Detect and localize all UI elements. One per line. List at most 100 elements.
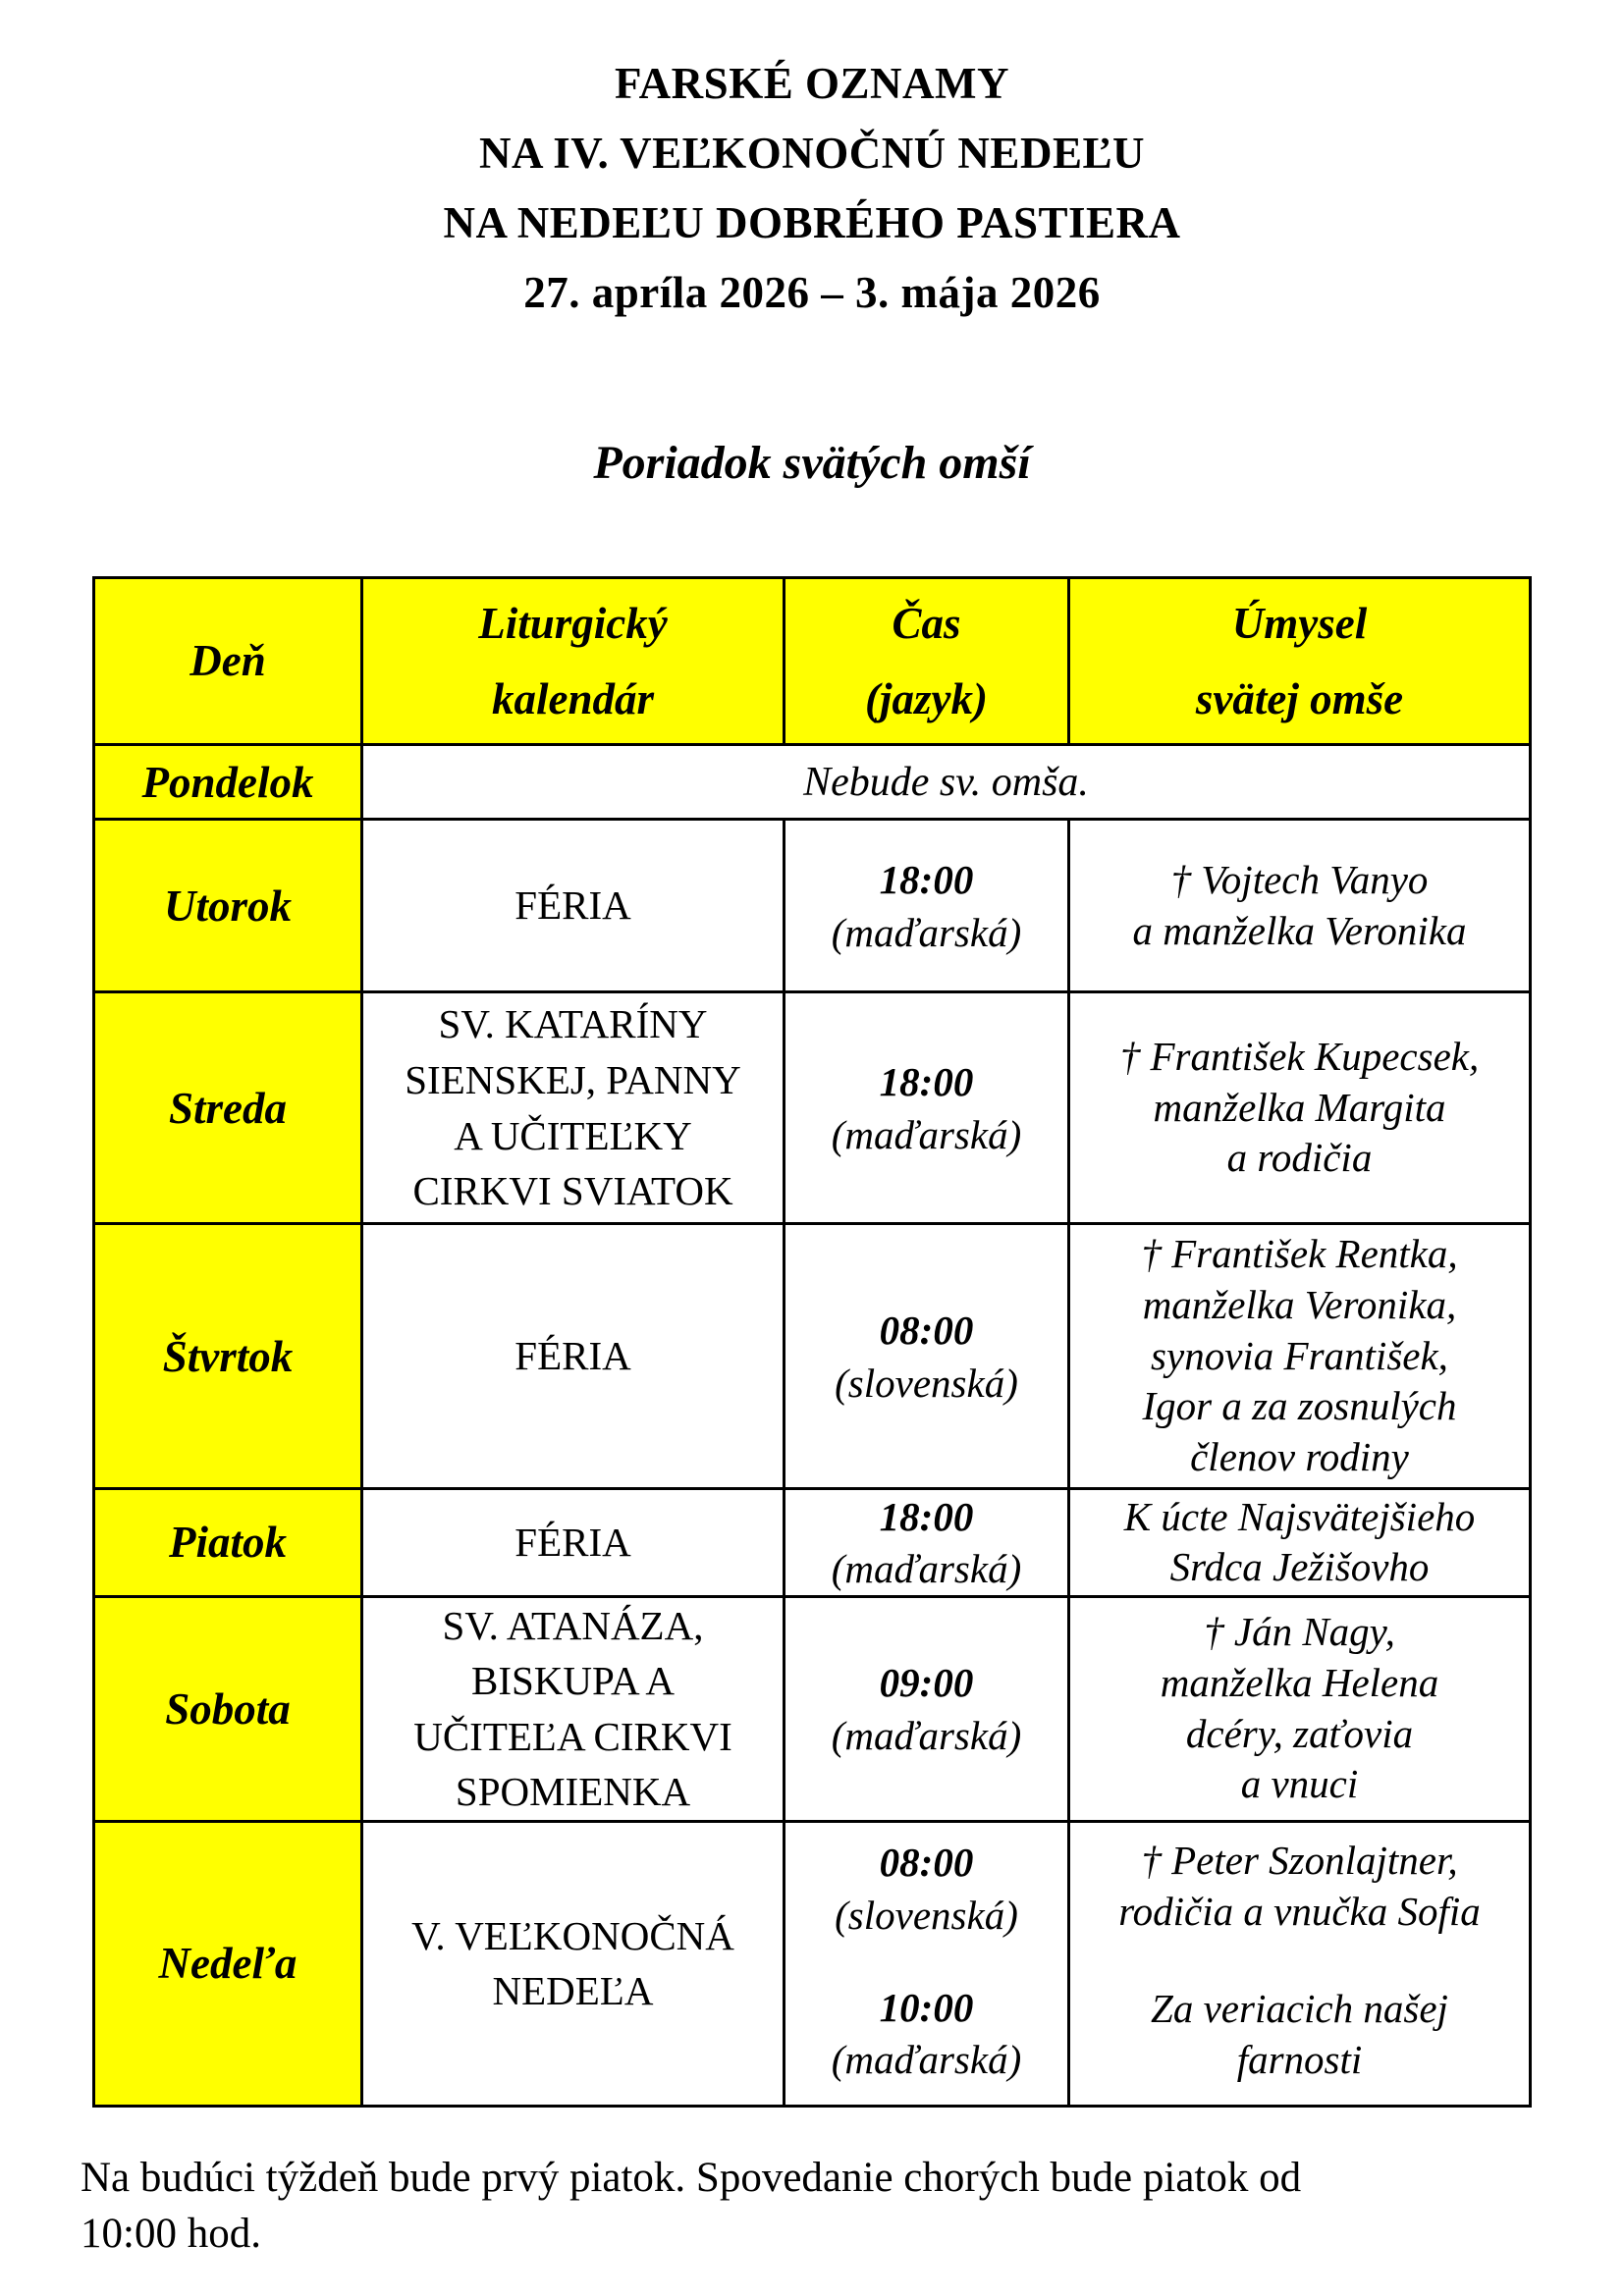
calendar-line: FÉRIA (514, 1333, 631, 1379)
footer-announcement: Na budúci týždeň bude prvý piatok. Spove… (81, 2151, 1543, 2263)
document-title: FARSKÉ OZNAMY (615, 59, 1009, 108)
header-line: (jazyk) (865, 673, 988, 723)
intention-line: † František Rentka, (1141, 1231, 1458, 1277)
time-cell-stvrtok: 08:00 (slovenská) (783, 1222, 1070, 1490)
intention-line: synovia František, (1151, 1332, 1448, 1378)
no-mass-note-cell: Nebude sv. omša. (360, 743, 1532, 821)
mass-time: 18:00 (879, 1059, 974, 1105)
mass-language: (maďarská) (831, 1546, 1022, 1592)
intention-line: † Ján Nagy, (1204, 1609, 1395, 1655)
calendar-line: FÉRIA (514, 1520, 631, 1565)
intention-line: manželka Margita (1153, 1084, 1446, 1130)
intention-line: K úcte Najsvätejšieho (1123, 1493, 1476, 1539)
calendar-line: UČITEĽA CIRKVI (413, 1713, 732, 1759)
time-cell-sobota: 09:00 (maďarská) (783, 1594, 1070, 1823)
schedule-subtitle: Poriadok svätých omší (593, 437, 1031, 489)
header-cell-day: Deň (92, 576, 363, 746)
day-cell-nedela: Nedeľa (92, 1819, 363, 2108)
calendar-line: SPOMIENKA (455, 1769, 691, 1815)
intention-cell-sobota: † Ján Nagy, manželka Helena dcéry, zaťov… (1067, 1594, 1532, 1823)
mass-language: (maďarská) (831, 909, 1022, 955)
title-line-occasion-2: NA NEDEĽU DOBRÉHO PASTIERA (443, 198, 1181, 247)
table-row-piatok: Piatok FÉRIA 18:00 (maďarská) K úcte Naj… (92, 1487, 1532, 1598)
mass-language: (slovenská) (835, 1360, 1018, 1406)
title-date-range: 27. apríla 2026 – 3. mája 2026 (523, 268, 1101, 317)
intention-line: farnosti (1236, 2036, 1363, 2082)
footer-line: Na budúci týždeň bude prvý piatok. Spove… (81, 2154, 1302, 2201)
intention-cell-stvrtok: † František Rentka, manželka Veronika, s… (1067, 1222, 1532, 1490)
calendar-line: NEDEĽA (492, 1968, 654, 2014)
calendar-line: SV. KATARÍNY (438, 1001, 708, 1047)
day-cell-utorok: Utorok (92, 818, 363, 993)
intention-cell-streda: † František Kupecsek, manželka Margita a… (1067, 990, 1532, 1225)
mass-language: (maďarská) (831, 1111, 1022, 1157)
header-cell-liturgical-calendar: Liturgický kalendár (360, 576, 785, 746)
mass-time: 08:00 (879, 1308, 974, 1354)
footer-line: 10:00 hod. (81, 2210, 261, 2257)
calendar-line: SV. ATANÁZA, (442, 1602, 704, 1648)
intention-line: † Vojtech Vanyo (1170, 856, 1429, 902)
header-line: svätej omše (1195, 673, 1404, 723)
table-header-row: Deň Liturgický kalendár Čas (jazyk) Úmys… (92, 576, 1532, 746)
day-cell-pondelok: Pondelok (92, 743, 363, 821)
intention-line: členov rodiny (1190, 1433, 1409, 1479)
table-row-pondelok: Pondelok Nebude sv. omša. (92, 743, 1532, 821)
calendar-line: FÉRIA (514, 882, 631, 929)
calendar-cell-stvrtok: FÉRIA (360, 1222, 785, 1490)
intention-line: Za veriacich našej (1151, 1986, 1448, 2032)
title-line-occasion-1: NA IV. VEĽKONOČNÚ NEDEĽU (479, 129, 1145, 178)
intention-line: a rodičia (1226, 1135, 1373, 1181)
intention-line: manželka Helena (1160, 1660, 1439, 1706)
calendar-line: CIRKVI SVIATOK (412, 1168, 733, 1214)
intention-cell-piatok: K úcte Najsvätejšieho Srdca Ježišovho (1067, 1487, 1532, 1598)
intention-line: manželka Veronika, (1142, 1282, 1457, 1328)
intention-cell-utorok: † Vojtech Vanyo a manželka Veronika (1067, 818, 1532, 993)
time-cell-piatok: 18:00 (maďarská) (783, 1487, 1070, 1598)
table-row-stvrtok: Štvrtok FÉRIA 08:00 (slovenská) † Franti… (92, 1222, 1532, 1490)
mass-time: 08:00 (879, 1840, 974, 1886)
intention-line: a vnuci (1240, 1761, 1359, 1807)
mass-language: (maďarská) (831, 1712, 1022, 1758)
mass-time: 09:00 (879, 1660, 974, 1706)
mass-time: 10:00 (879, 1984, 974, 2030)
day-cell-piatok: Piatok (92, 1487, 363, 1598)
intention-line: dcéry, zaťovia (1185, 1710, 1414, 1756)
calendar-cell-sobota: SV. ATANÁZA, BISKUPA A UČITEĽA CIRKVI SP… (360, 1594, 785, 1823)
header-cell-time-language: Čas (jazyk) (783, 576, 1070, 746)
day-cell-stvrtok: Štvrtok (92, 1222, 363, 1490)
intention-line: † Peter Szonlajtner, (1141, 1838, 1458, 1884)
time-cell-utorok: 18:00 (maďarská) (783, 818, 1070, 993)
table-row-utorok: Utorok FÉRIA 18:00 (maďarská) † Vojtech … (92, 818, 1532, 993)
calendar-cell-utorok: FÉRIA (360, 818, 785, 993)
intention-line: a manželka Veronika (1132, 907, 1467, 953)
calendar-line: SIENSKEJ, PANNY (405, 1056, 741, 1102)
table-row-sobota: Sobota SV. ATANÁZA, BISKUPA A UČITEĽA CI… (92, 1594, 1532, 1823)
calendar-line: V. VEĽKONOČNÁ (411, 1912, 734, 1958)
calendar-cell-streda: SV. KATARÍNY SIENSKEJ, PANNY A UČITEĽKY … (360, 990, 785, 1225)
day-cell-streda: Streda (92, 990, 363, 1225)
header-line: Deň (189, 636, 266, 685)
time-cell-nedela: 08:00 (slovenská) 10:00 (maďarská) (783, 1819, 1070, 2108)
calendar-cell-nedela: V. VEĽKONOČNÁ NEDEĽA (360, 1819, 785, 2108)
mass-time: 18:00 (879, 857, 974, 903)
mass-language: (slovenská) (835, 1892, 1018, 1938)
mass-time: 18:00 (879, 1494, 974, 1539)
intention-line: † František Kupecsek, (1119, 1034, 1480, 1080)
intention-line: Igor a za zosnulých (1142, 1383, 1457, 1429)
mass-schedule-table: Deň Liturgický kalendár Čas (jazyk) Úmys… (92, 576, 1532, 2108)
time-cell-streda: 18:00 (maďarská) (783, 990, 1070, 1225)
header-line: Úmysel (1231, 598, 1368, 648)
mass-language: (maďarská) (831, 2037, 1022, 2083)
intention-cell-nedela: † Peter Szonlajtner, rodičia a vnučka So… (1067, 1819, 1532, 2108)
intentions-stack: † Peter Szonlajtner, rodičia a vnučka So… (1076, 1828, 1523, 2099)
mass-block: 08:00 (slovenská) (791, 1836, 1061, 1941)
table-row-nedela: Nedeľa V. VEĽKONOČNÁ NEDEĽA 08:00 (slove… (92, 1819, 1532, 2108)
day-cell-sobota: Sobota (92, 1594, 363, 1823)
header-line: Liturgický (478, 598, 668, 648)
table-row-streda: Streda SV. KATARÍNY SIENSKEJ, PANNY A UČ… (92, 990, 1532, 1225)
intention-block: Za veriacich našej farnosti (1076, 1984, 1523, 2085)
intention-block: † Peter Szonlajtner, rodičia a vnučka So… (1076, 1836, 1523, 1937)
intention-line: rodičia a vnučka Sofia (1118, 1889, 1481, 1935)
title-block: FARSKÉ OZNAMY NA IV. VEĽKONOČNÚ NEDEĽU N… (0, 49, 1624, 328)
calendar-line: A UČITEĽKY (454, 1112, 692, 1158)
